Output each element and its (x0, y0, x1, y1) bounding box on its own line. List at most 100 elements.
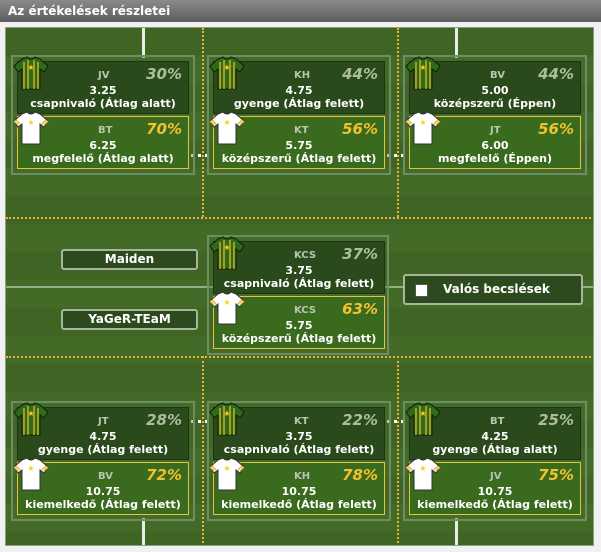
zone-line-v1-bottom (202, 356, 204, 545)
rating-percent: 22% (342, 411, 378, 429)
goal-line-bottom-left (142, 518, 145, 545)
rating-label: csapnivaló (Átlag felett) (223, 443, 375, 456)
rating-percent: 56% (538, 120, 574, 138)
player-code: BV (490, 70, 505, 81)
player-code: KT (294, 125, 309, 136)
position-box-5: ★ JT 28% 4.75 gyenge (Átlag felett) ★ BV… (11, 401, 195, 521)
svg-text:★: ★ (223, 464, 230, 473)
away-team-label: YaGeR-TEaM (61, 309, 198, 330)
pitch: Maiden YaGeR-TEaM Valós becslések ★ JV 3… (5, 27, 594, 546)
position-box-6: ★ KT 22% 3.75 csapnivaló (Átlag felett) … (207, 401, 391, 521)
away-jersey-icon: ★ (13, 111, 49, 145)
player-code: JT (490, 125, 501, 136)
rating-label: csapnivaló (Átlag felett) (223, 277, 375, 290)
rating-percent: 44% (538, 65, 574, 83)
rating-value: 4.75 (89, 430, 117, 443)
position-box-2: ★ KH 44% 4.75 gyenge (Átlag felett) ★ KT… (207, 55, 391, 175)
home-rating-card: ★ KCS 37% 3.75 csapnivaló (Átlag felett) (209, 236, 385, 294)
rating-value: 4.25 (481, 430, 509, 443)
link-bottom-2 (387, 420, 405, 423)
home-rating-card: ★ BV 44% 5.00 középszerű (Éppen) (405, 56, 581, 114)
rating-percent: 63% (342, 300, 378, 318)
home-rating-card: ★ JV 30% 3.25 csapnivaló (Átlag alatt) (13, 56, 189, 114)
svg-text:★: ★ (419, 63, 426, 72)
position-box-4: ★ KCS 37% 3.75 csapnivaló (Átlag felett)… (207, 235, 389, 355)
rating-label: gyenge (Átlag felett) (37, 443, 169, 456)
svg-text:★: ★ (419, 118, 426, 127)
rating-percent: 75% (538, 466, 574, 484)
position-box-1: ★ JV 30% 3.25 csapnivaló (Átlag alatt) ★… (11, 55, 195, 175)
realistic-estimates-checkbox[interactable] (415, 284, 428, 297)
home-jersey-icon: ★ (13, 56, 49, 90)
rating-label: kiemelkedő (Átlag felett) (417, 498, 573, 511)
player-code: BT (490, 416, 505, 427)
svg-text:★: ★ (223, 243, 230, 252)
svg-text:★: ★ (419, 409, 426, 418)
home-rating-card: ★ KH 44% 4.75 gyenge (Átlag felett) (209, 56, 385, 114)
svg-text:★: ★ (419, 464, 426, 473)
home-team-label: Maiden (61, 249, 198, 270)
away-rating-card: ★ BV 72% 10.75 kiemelkedő (Átlag felett) (13, 457, 189, 515)
rating-label: középszerű (Átlag felett) (221, 332, 377, 345)
home-rating-card: ★ KT 22% 3.75 csapnivaló (Átlag felett) (209, 402, 385, 460)
player-code: JV (98, 70, 110, 81)
away-jersey-icon: ★ (209, 291, 245, 325)
rating-label: középszerű (Átlag felett) (221, 152, 377, 165)
rating-percent: 72% (146, 466, 182, 484)
svg-text:★: ★ (223, 298, 230, 307)
svg-text:★: ★ (27, 118, 34, 127)
svg-text:★: ★ (27, 409, 34, 418)
rating-percent: 28% (146, 411, 182, 429)
rating-percent: 37% (342, 245, 378, 263)
rating-value: 10.75 (85, 485, 121, 498)
home-jersey-icon: ★ (405, 56, 441, 90)
rating-label: középszerű (Éppen) (433, 97, 557, 110)
rating-percent: 25% (538, 411, 574, 429)
link-top-1 (191, 154, 209, 157)
away-jersey-icon: ★ (405, 111, 441, 145)
away-jersey-icon: ★ (209, 457, 245, 491)
rating-percent: 30% (146, 65, 182, 83)
rating-value: 3.25 (89, 84, 117, 97)
rating-value: 10.75 (281, 485, 317, 498)
rating-value: 5.75 (285, 139, 313, 152)
home-jersey-icon: ★ (405, 402, 441, 436)
zone-line-bottom (6, 356, 593, 358)
player-code: JV (490, 471, 502, 482)
home-jersey-icon: ★ (209, 56, 245, 90)
rating-value: 6.25 (89, 139, 117, 152)
rating-percent: 56% (342, 120, 378, 138)
goal-line-top-left (142, 28, 145, 58)
position-box-7: ★ BT 25% 4.25 gyenge (Átlag alatt) ★ JV … (403, 401, 587, 521)
rating-value: 5.75 (285, 319, 313, 332)
svg-text:★: ★ (223, 63, 230, 72)
player-code: KCS (294, 305, 317, 316)
realistic-estimates-label: Valós becslések (443, 282, 550, 296)
player-code: KCS (294, 250, 317, 261)
goal-line-bottom-right (455, 518, 458, 545)
rating-label: kiemelkedő (Átlag felett) (25, 498, 181, 511)
rating-label: megfelelő (Éppen) (437, 152, 553, 165)
player-code: BT (98, 125, 113, 136)
rating-label: csapnivaló (Átlag alatt) (30, 97, 176, 110)
home-jersey-icon: ★ (209, 236, 245, 270)
away-jersey-icon: ★ (13, 457, 49, 491)
away-rating-card: ★ BT 70% 6.25 megfelelő (Átlag alatt) (13, 111, 189, 169)
rating-label: kiemelkedő (Átlag felett) (221, 498, 377, 511)
rating-percent: 70% (146, 120, 182, 138)
goal-line-top-right (455, 28, 458, 58)
rating-percent: 78% (342, 466, 378, 484)
rating-value: 10.75 (477, 485, 513, 498)
zone-line-v2-top (397, 28, 399, 217)
away-jersey-icon: ★ (405, 457, 441, 491)
svg-text:★: ★ (223, 409, 230, 418)
away-rating-card: ★ KH 78% 10.75 kiemelkedő (Átlag felett) (209, 457, 385, 515)
home-jersey-icon: ★ (209, 402, 245, 436)
home-jersey-icon: ★ (13, 402, 49, 436)
away-rating-card: ★ JV 75% 10.75 kiemelkedő (Átlag felett) (405, 457, 581, 515)
player-code: BV (98, 471, 113, 482)
rating-label: gyenge (Átlag alatt) (432, 443, 558, 456)
realistic-estimates-toggle[interactable]: Valós becslések (403, 274, 583, 305)
link-bottom-1 (191, 420, 209, 423)
